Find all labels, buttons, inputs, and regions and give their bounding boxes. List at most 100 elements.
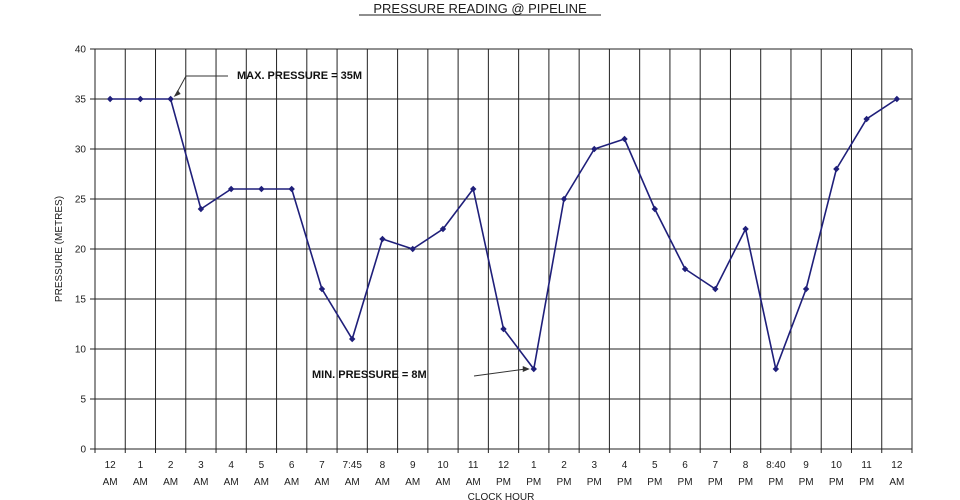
data-point — [500, 325, 507, 333]
y-axis-label: PRESSURE (METRES) — [54, 196, 65, 302]
x-tick-label-hour: 12 — [891, 460, 903, 471]
x-tick-label-period: PM — [799, 477, 814, 488]
x-tick-label-period: AM — [254, 477, 269, 488]
data-point — [227, 185, 235, 193]
min-arrow-head — [522, 366, 530, 372]
x-tick-label-hour: 4 — [228, 460, 234, 471]
data-point — [349, 335, 356, 343]
y-tick-label: 0 — [80, 445, 86, 456]
data-point — [167, 95, 174, 103]
y-tick-label: 35 — [75, 95, 87, 106]
y-tick-label: 30 — [75, 145, 87, 156]
x-tick-label-hour: 9 — [803, 460, 809, 471]
data-point — [651, 205, 658, 213]
x-tick-label-period: AM — [284, 477, 299, 488]
max-pressure-annotation: MAX. PRESSURE = 35M — [237, 70, 362, 82]
x-tick-label-period: AM — [345, 477, 360, 488]
y-tick-label: 10 — [75, 345, 87, 356]
x-tick-label-period: AM — [133, 477, 148, 488]
data-point — [288, 185, 295, 193]
x-tick-label-period: AM — [466, 477, 481, 488]
data-point — [742, 225, 749, 233]
x-tick-labels: 12AM1AM2AM3AM4AM5AM6AM7AM7:45AM8AM9AM10A… — [103, 460, 905, 488]
x-tick-label-hour: 5 — [652, 460, 658, 471]
min-pressure-annotation: MIN. PRESSURE = 8M — [312, 369, 427, 381]
max-annotation-arrow — [175, 75, 228, 96]
x-tick-label-hour: 6 — [289, 460, 295, 471]
data-point — [893, 95, 901, 103]
x-tick-label-period: PM — [647, 477, 662, 488]
x-tick-label-period: AM — [193, 477, 208, 488]
chart-title: PRESSURE READING @ PIPELINE — [373, 1, 587, 16]
x-tick-label-period: PM — [496, 477, 511, 488]
x-tick-label-hour: 7 — [319, 460, 325, 471]
data-point — [318, 285, 326, 293]
y-tick-label: 20 — [75, 245, 87, 256]
x-tick-label-period: PM — [557, 477, 572, 488]
data-point — [258, 185, 265, 193]
x-tick-label-hour: 6 — [682, 460, 688, 471]
x-tick-label-hour: 1 — [531, 460, 537, 471]
x-tick-label-period: AM — [163, 477, 178, 488]
data-points — [106, 95, 901, 373]
x-tick-label-period: AM — [435, 477, 450, 488]
data-point — [863, 115, 870, 123]
data-point — [530, 365, 537, 373]
data-point — [106, 95, 114, 103]
x-tick-label-period: AM — [375, 477, 390, 488]
y-tick-label: 40 — [75, 45, 87, 56]
x-tick-label-period: AM — [405, 477, 420, 488]
x-tick-label-hour: 11 — [468, 460, 479, 471]
x-tick-label-hour: 2 — [561, 460, 567, 471]
x-tick-label-period: PM — [829, 477, 844, 488]
x-tick-label-hour: 12 — [498, 460, 510, 471]
x-tick-label-hour: 3 — [198, 460, 204, 471]
data-point — [470, 185, 477, 193]
x-tick-label-hour: 8:40 — [766, 460, 786, 471]
data-point — [712, 285, 719, 293]
x-tick-label-hour: 5 — [259, 460, 265, 471]
x-tick-label-hour: 7:45 — [342, 460, 362, 471]
data-point — [833, 165, 840, 173]
grid — [90, 48, 913, 453]
x-tick-label-period: PM — [738, 477, 753, 488]
x-tick-label-period: PM — [617, 477, 632, 488]
x-tick-label-period: AM — [889, 477, 904, 488]
data-point — [379, 235, 386, 243]
y-tick-label: 25 — [75, 195, 87, 206]
x-tick-label-period: AM — [103, 477, 118, 488]
x-tick-label-hour: 3 — [591, 460, 597, 471]
data-point — [560, 195, 568, 203]
data-point — [409, 245, 416, 253]
x-tick-label-hour: 7 — [713, 460, 719, 471]
y-tick-label: 5 — [80, 395, 86, 406]
x-tick-label-hour: 11 — [861, 460, 872, 471]
data-point — [197, 205, 205, 213]
x-tick-label-period: PM — [768, 477, 783, 488]
x-tick-label-period: PM — [678, 477, 693, 488]
x-tick-label-hour: 1 — [138, 460, 144, 471]
data-point — [802, 285, 810, 293]
data-point — [439, 225, 447, 233]
x-tick-label-period: PM — [587, 477, 602, 488]
y-tick-label: 15 — [75, 295, 87, 306]
x-tick-label-period: AM — [314, 477, 329, 488]
x-tick-label-period: AM — [224, 477, 239, 488]
y-tick-labels: 0 5 10 15 20 25 30 35 40 — [75, 45, 87, 456]
data-point — [621, 135, 628, 143]
x-tick-label-hour: 8 — [743, 460, 749, 471]
data-point — [772, 365, 780, 373]
max-arrow-head — [173, 90, 181, 97]
x-tick-label-hour: 9 — [410, 460, 416, 471]
x-tick-label-period: PM — [708, 477, 723, 488]
x-tick-label-hour: 10 — [437, 460, 449, 471]
x-tick-label-hour: 2 — [168, 460, 174, 471]
x-tick-label-hour: 4 — [622, 460, 628, 471]
x-tick-label-hour: 12 — [105, 460, 117, 471]
annotations: MAX. PRESSURE = 35M MIN. PRESSURE = 8M — [173, 70, 530, 381]
x-tick-label-period: PM — [859, 477, 874, 488]
x-axis-label: CLOCK HOUR — [468, 492, 535, 500]
data-point — [591, 145, 598, 153]
x-tick-label-period: PM — [526, 477, 541, 488]
